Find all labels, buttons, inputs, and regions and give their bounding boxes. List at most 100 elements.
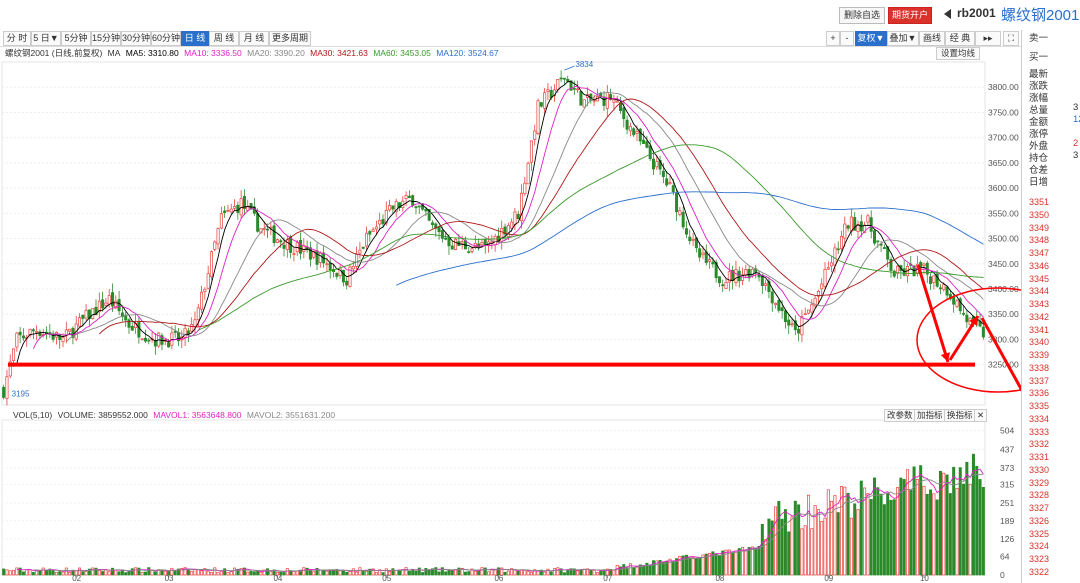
ma120-value: MA120: 3524.67 — [436, 48, 499, 58]
volume-tick-label: 373 — [1000, 463, 1014, 473]
fullscreen-icon[interactable]: ⛶ — [1003, 31, 1019, 46]
volume-bar-up — [12, 569, 16, 576]
tab-30min[interactable]: 30分钟 — [121, 31, 151, 46]
price-tick-label: 3350.00 — [988, 309, 1019, 319]
candle-down — [846, 225, 850, 229]
volume-bar-down — [124, 572, 128, 576]
candle-up — [668, 182, 672, 185]
volume-bar-down — [335, 569, 339, 576]
volume-bar-up — [810, 528, 814, 576]
candle-up — [840, 235, 844, 250]
volume-bar-down — [566, 569, 570, 576]
restore-dropdown[interactable]: 复权▼ — [855, 31, 887, 46]
candle-up — [536, 100, 540, 135]
candle-down — [87, 309, 91, 319]
volume-bar-down — [391, 568, 395, 576]
ma120-line — [396, 191, 984, 286]
candle-up — [896, 265, 900, 274]
candle-up — [68, 328, 72, 332]
candle-down — [572, 88, 576, 90]
candle-down — [381, 219, 385, 225]
candle-down — [21, 335, 25, 339]
candle-down — [681, 211, 685, 228]
tab-60min[interactable]: 60分钟 — [151, 31, 181, 46]
close-indicator-icon[interactable]: ✕ — [974, 409, 988, 422]
candle-up — [229, 208, 233, 213]
tab-daily[interactable]: 日 线 — [181, 31, 209, 46]
price-ladder-level: 3349 — [1029, 222, 1050, 233]
candle-up — [35, 331, 39, 333]
classic-button[interactable]: 经 典 — [945, 31, 975, 46]
volume-bar-down — [424, 568, 428, 576]
candle-up — [529, 140, 533, 163]
volume-bar-up — [134, 567, 138, 576]
mavol2-value: MAVOL2: 3551631.200 — [246, 410, 336, 420]
volume-bar-up — [196, 569, 200, 576]
volume-bar-down — [714, 553, 718, 576]
overlay-dropdown[interactable]: 叠加▼ — [887, 31, 919, 46]
volume-bar-up — [374, 572, 378, 576]
add-indicator-button[interactable]: 加指标 — [914, 409, 946, 422]
volume-tick-label: 315 — [1000, 480, 1014, 490]
candle-up — [691, 238, 695, 241]
volume-bar-up — [41, 567, 45, 576]
tab-5min[interactable]: 5分钟 — [61, 31, 91, 46]
set-ma-button[interactable]: 设置均线 — [936, 47, 981, 60]
volume-bar-down — [889, 499, 893, 576]
price-ladder-level: 3342 — [1029, 311, 1050, 322]
draw-line-button[interactable]: 画线 — [919, 31, 945, 46]
volume-bar-down — [671, 560, 675, 576]
back-arrow-icon[interactable] — [944, 9, 951, 19]
candle-down — [892, 270, 896, 277]
volume-bar-down — [572, 568, 576, 576]
volume-tick-label: 189 — [1000, 516, 1014, 526]
tab-weekly[interactable]: 周 线 — [209, 31, 239, 46]
volume-bar-up — [219, 570, 223, 576]
delete-watchlist-button[interactable]: 删除自选 — [839, 7, 885, 24]
volume-bar-up — [355, 571, 359, 576]
x-tick-label: 09 — [824, 574, 833, 583]
tab-intraday[interactable]: 分 时 — [3, 31, 31, 46]
volume-bar-down — [38, 570, 42, 576]
tab-5day[interactable]: 5 日▼ — [31, 31, 61, 46]
tab-more-periods[interactable]: 更多周期 — [269, 31, 311, 46]
volume-bar-down — [698, 558, 702, 576]
volume-tick-label: 126 — [1000, 534, 1014, 544]
candle-up — [200, 291, 204, 310]
candle-down — [632, 128, 636, 136]
price-tick-label: 3450.00 — [988, 259, 1019, 269]
switch-indicator-button[interactable]: 换指标 — [944, 409, 976, 422]
zoom-out-button[interactable]: - — [840, 31, 854, 46]
volume-bar-down — [853, 503, 857, 576]
change-params-button[interactable]: 改参数 — [884, 409, 916, 422]
tab-monthly[interactable]: 月 线 — [239, 31, 269, 46]
volume-bar-down — [31, 572, 35, 576]
candle-down — [569, 80, 573, 91]
tab-15min[interactable]: 15分钟 — [91, 31, 121, 46]
candle-down — [609, 94, 613, 101]
volume-bar-down — [978, 479, 982, 576]
volume-bar-down — [266, 568, 270, 576]
candle-up — [513, 211, 517, 226]
price-ladder-level: 3335 — [1029, 401, 1050, 411]
mavol2-line — [33, 473, 984, 572]
volume-bar-up — [905, 469, 909, 576]
more-tools-button[interactable]: ▸▸ — [975, 31, 1001, 46]
open-account-button[interactable]: 期货开户 — [888, 7, 932, 24]
volume-bar-up — [302, 567, 306, 576]
quote-field-label: 金额 — [1029, 117, 1049, 128]
volume-bar-up — [61, 571, 65, 576]
candle-down — [642, 139, 646, 144]
candle-up — [628, 125, 632, 132]
zoom-in-button[interactable]: + — [826, 31, 840, 46]
volume-bar-up — [364, 571, 369, 576]
volume-bar-down — [2, 568, 6, 576]
candle-down — [153, 339, 157, 347]
volume-panel-frame — [1, 419, 986, 576]
candle-down — [770, 291, 774, 304]
candle-up — [219, 213, 223, 229]
candle-up — [556, 79, 560, 91]
volume-bar-down — [770, 520, 774, 576]
volume-bar-up — [15, 567, 19, 576]
